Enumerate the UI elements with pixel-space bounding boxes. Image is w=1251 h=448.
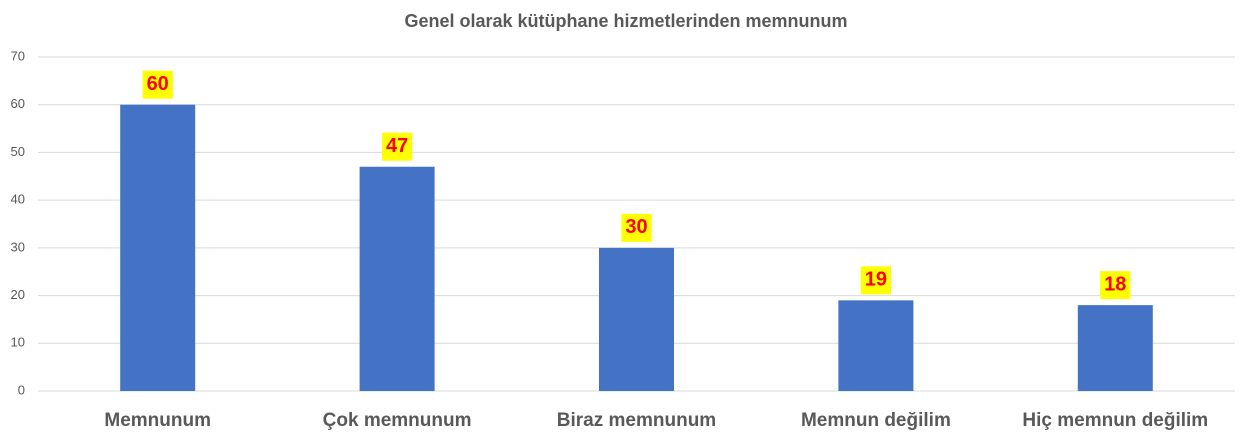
x-tick-label: Biraz memnunum xyxy=(557,410,716,431)
data-label: 60 xyxy=(147,73,169,95)
data-label-background xyxy=(142,70,173,99)
y-tick-label: 60 xyxy=(11,96,25,111)
y-tick-label: 10 xyxy=(11,335,25,350)
bar xyxy=(1077,305,1153,391)
bar xyxy=(359,166,435,391)
data-label-background xyxy=(860,266,892,295)
x-tick-label: Hiç memnun değilim xyxy=(1022,410,1208,431)
data-label: 19 xyxy=(865,269,887,291)
data-label: 18 xyxy=(1104,273,1126,295)
x-tick-label: Memnun değilim xyxy=(801,410,951,431)
data-label: 47 xyxy=(386,135,408,157)
y-tick-label: 0 xyxy=(18,382,25,397)
y-tick-label: 20 xyxy=(11,287,25,302)
x-tick-label: Çok memnunum xyxy=(323,410,472,431)
data-label-background xyxy=(621,213,652,242)
data-label-background xyxy=(1100,271,1131,300)
x-tick-label: Memnunum xyxy=(104,410,211,431)
y-tick-label: 70 xyxy=(11,48,25,63)
y-tick-label: 30 xyxy=(11,239,25,254)
chart-title: Genel olarak kütüphane hizmetlerinden me… xyxy=(404,11,847,31)
data-label-background xyxy=(381,132,413,161)
y-tick-label: 50 xyxy=(11,144,25,159)
bar xyxy=(838,300,914,391)
y-tick-label: 40 xyxy=(11,192,25,207)
bar xyxy=(599,247,674,391)
data-label: 30 xyxy=(625,216,647,238)
bar xyxy=(120,104,196,391)
